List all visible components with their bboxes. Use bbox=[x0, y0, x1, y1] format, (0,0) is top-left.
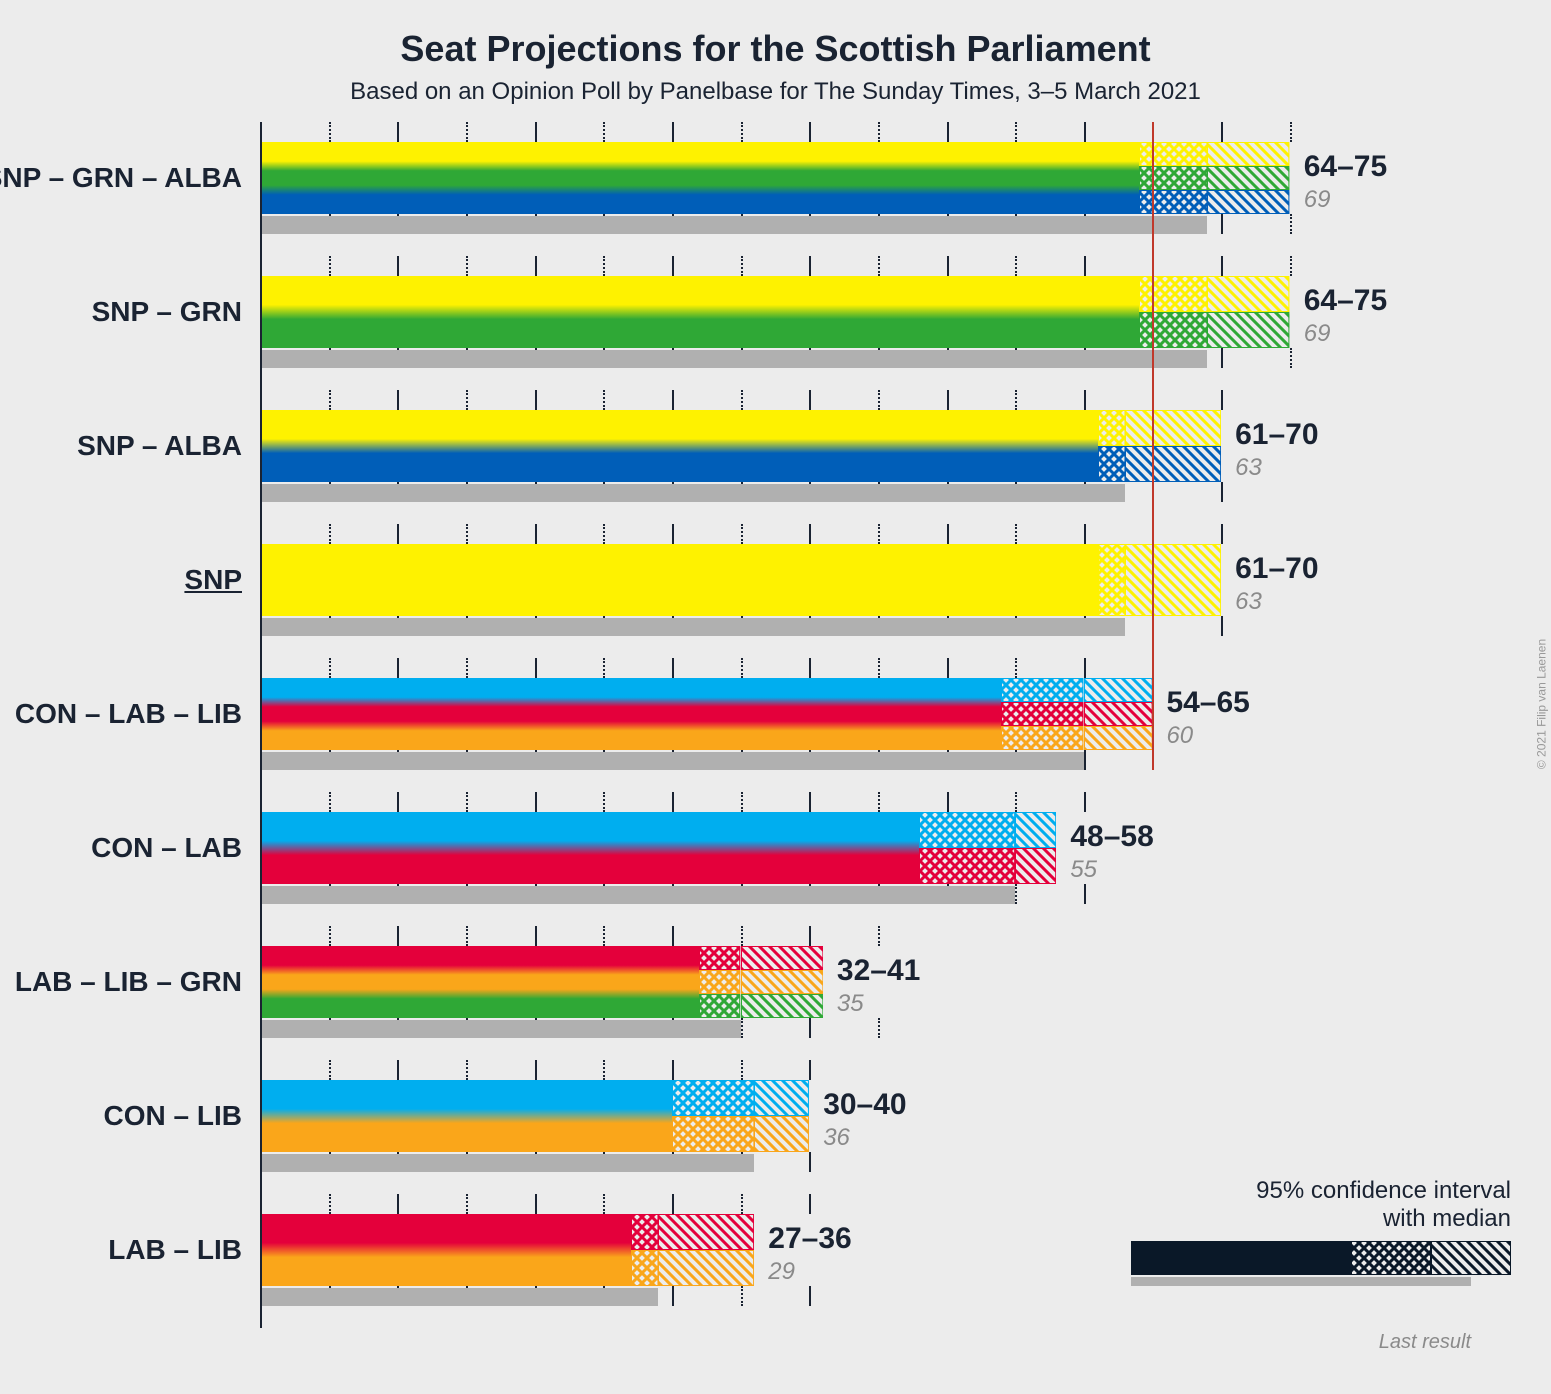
median-value: 63 bbox=[1235, 454, 1262, 482]
ci-solid-bar bbox=[260, 678, 1001, 750]
legend: 95% confidence interval with median Last… bbox=[1131, 1177, 1511, 1354]
ci-diagonal-segment bbox=[1084, 678, 1153, 750]
tick-row-top bbox=[260, 122, 1290, 142]
ci-solid-bar bbox=[260, 544, 1098, 616]
legend-ci-label-1: 95% confidence interval bbox=[1131, 1177, 1511, 1205]
ci-crosshatch-segment bbox=[1098, 544, 1125, 616]
last-result-bar bbox=[260, 752, 1084, 770]
tick-row-top bbox=[260, 792, 1290, 812]
range-value: 32–41 bbox=[837, 954, 920, 988]
coalition-label: LAB – LIB – GRN bbox=[15, 966, 260, 998]
last-result-bar bbox=[260, 350, 1207, 368]
ci-diagonal-segment bbox=[1125, 410, 1221, 482]
range-value: 61–70 bbox=[1235, 418, 1318, 452]
ci-crosshatch-segment bbox=[1139, 276, 1208, 348]
ci-crosshatch-segment bbox=[631, 1214, 658, 1286]
last-result-bar bbox=[260, 1154, 754, 1172]
coalition-row: CON – LIB30–4036 bbox=[260, 1080, 1290, 1180]
last-result-bar bbox=[260, 1288, 658, 1306]
median-value: 69 bbox=[1304, 320, 1331, 348]
legend-last-result-label: Last result bbox=[1131, 1331, 1511, 1354]
ci-diagonal-segment bbox=[1207, 142, 1289, 214]
ci-diagonal-segment bbox=[741, 946, 823, 1018]
range-value: 54–65 bbox=[1166, 686, 1249, 720]
tick-row-top bbox=[260, 658, 1290, 678]
tick-row-top bbox=[260, 524, 1290, 544]
range-value: 64–75 bbox=[1304, 150, 1387, 184]
last-result-bar bbox=[260, 1020, 741, 1038]
legend-diagonal-segment bbox=[1431, 1241, 1511, 1275]
median-value: 60 bbox=[1166, 722, 1193, 750]
chart-subtitle: Based on an Opinion Poll by Panelbase fo… bbox=[0, 70, 1551, 106]
ci-crosshatch-segment bbox=[919, 812, 1015, 884]
coalition-label: SNP – GRN bbox=[92, 296, 260, 328]
coalition-row: SNP61–7063 bbox=[260, 544, 1290, 644]
ci-solid-bar bbox=[260, 812, 919, 884]
last-result-bar bbox=[260, 484, 1125, 502]
seat-projection-chart: SNP – GRN – ALBA64–7569 SNP – GRN64–7569 S… bbox=[260, 120, 1290, 1340]
ci-solid-bar bbox=[260, 142, 1139, 214]
last-result-bar bbox=[260, 618, 1125, 636]
ci-crosshatch-segment bbox=[1098, 410, 1125, 482]
ci-solid-bar bbox=[260, 410, 1098, 482]
legend-crosshatch-segment bbox=[1351, 1241, 1431, 1275]
range-value: 48–58 bbox=[1070, 820, 1153, 854]
legend-bar bbox=[1131, 1241, 1511, 1285]
coalition-label: SNP – ALBA bbox=[77, 430, 260, 462]
coalition-row: SNP – ALBA61–7063 bbox=[260, 410, 1290, 510]
median-value: 35 bbox=[837, 990, 864, 1018]
ci-solid-bar bbox=[260, 1080, 672, 1152]
ci-diagonal-segment bbox=[754, 1080, 809, 1152]
ci-crosshatch-segment bbox=[1139, 142, 1208, 214]
ci-crosshatch-segment bbox=[1001, 678, 1083, 750]
median-value: 69 bbox=[1304, 186, 1331, 214]
median-value: 55 bbox=[1070, 856, 1097, 884]
copyright-text: © 2021 Filip van Laenen bbox=[1534, 639, 1548, 769]
coalition-label: CON – LIB bbox=[104, 1100, 260, 1132]
coalition-label: SNP bbox=[184, 564, 260, 596]
tick-row-top bbox=[260, 390, 1290, 410]
coalition-label: LAB – LIB bbox=[108, 1234, 260, 1266]
ci-solid-bar bbox=[260, 1214, 631, 1286]
coalition-row: SNP – GRN64–7569 bbox=[260, 276, 1290, 376]
median-value: 36 bbox=[823, 1124, 850, 1152]
legend-ci-label-2: with median bbox=[1131, 1205, 1511, 1233]
median-value: 63 bbox=[1235, 588, 1262, 616]
chart-title: Seat Projections for the Scottish Parlia… bbox=[0, 0, 1551, 70]
coalition-label: CON – LAB bbox=[91, 832, 260, 864]
ci-crosshatch-segment bbox=[699, 946, 740, 1018]
last-result-bar bbox=[260, 886, 1015, 904]
range-value: 64–75 bbox=[1304, 284, 1387, 318]
tick-row-top bbox=[260, 1060, 1290, 1080]
ci-solid-bar bbox=[260, 946, 699, 1018]
ci-diagonal-segment bbox=[1125, 544, 1221, 616]
majority-threshold-line bbox=[1152, 122, 1154, 770]
median-value: 29 bbox=[768, 1258, 795, 1286]
range-value: 30–40 bbox=[823, 1088, 906, 1122]
ci-solid-bar bbox=[260, 276, 1139, 348]
ci-crosshatch-segment bbox=[672, 1080, 754, 1152]
coalition-row: SNP – GRN – ALBA64–7569 bbox=[260, 142, 1290, 242]
range-value: 61–70 bbox=[1235, 552, 1318, 586]
coalition-row: CON – LAB – LIB54–6560 bbox=[260, 678, 1290, 778]
coalition-label: CON – LAB – LIB bbox=[15, 698, 260, 730]
coalition-row: LAB – LIB – GRN32–4135 bbox=[260, 946, 1290, 1046]
tick-row-top bbox=[260, 256, 1290, 276]
last-result-bar bbox=[260, 216, 1207, 234]
ci-diagonal-segment bbox=[1015, 812, 1056, 884]
legend-solid-segment bbox=[1131, 1241, 1351, 1275]
ci-diagonal-segment bbox=[1207, 276, 1289, 348]
legend-shadow-bar bbox=[1131, 1277, 1471, 1286]
tick-row-top bbox=[260, 926, 1290, 946]
coalition-label: SNP – GRN – ALBA bbox=[0, 162, 260, 194]
coalition-row: CON – LAB48–5855 bbox=[260, 812, 1290, 912]
ci-diagonal-segment bbox=[658, 1214, 754, 1286]
range-value: 27–36 bbox=[768, 1222, 851, 1256]
